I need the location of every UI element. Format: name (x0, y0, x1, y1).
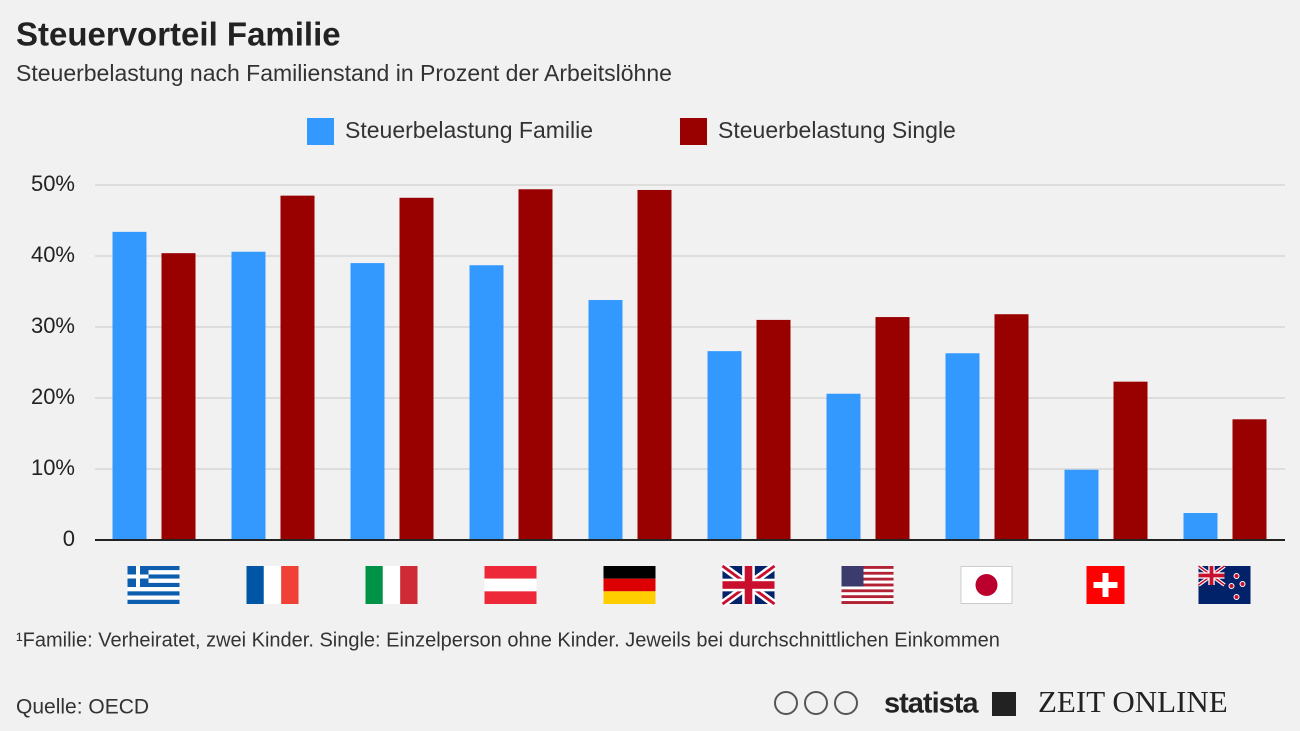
flag-part (127, 574, 180, 579)
y-tick-label: 50% (31, 171, 75, 196)
bar (588, 300, 623, 540)
flag (720, 562, 777, 608)
flag-part (603, 591, 656, 604)
flag-part (841, 601, 894, 604)
y-tick-label: 10% (31, 455, 75, 480)
flag-part (1233, 573, 1240, 579)
cc-icons (774, 691, 858, 715)
footnote: ¹Familie: Verheiratet, zwei Kinder. Sing… (16, 629, 1000, 651)
flag (1086, 566, 1125, 604)
bar (231, 251, 266, 541)
y-tick-label: 20% (31, 384, 75, 409)
flag-part (382, 566, 401, 604)
flag-part (722, 581, 775, 589)
flag-part (841, 571, 894, 575)
source: Quelle: OECD (16, 696, 149, 719)
flag-part (484, 566, 537, 579)
flag-part (841, 574, 894, 578)
bar (112, 231, 147, 541)
flag (127, 566, 180, 604)
bar (1113, 381, 1148, 540)
flag-part (841, 592, 894, 596)
flag-part (975, 574, 998, 596)
statista-logo: statista (884, 688, 979, 720)
flag-part (127, 587, 180, 592)
flag-part (127, 578, 180, 583)
legend-swatch (307, 118, 334, 145)
flag-part (127, 582, 180, 588)
bar (1183, 513, 1218, 540)
flag-part (127, 591, 180, 596)
flag-part (127, 595, 180, 600)
flag (484, 566, 537, 604)
flag-part (127, 599, 180, 604)
flag-part (841, 566, 864, 587)
flag-part (960, 566, 1013, 604)
bar (399, 197, 434, 540)
flag-part (841, 586, 894, 590)
flag-part (841, 580, 894, 584)
legend-label: Steuerbelastung Familie (345, 117, 593, 143)
flag-part (1198, 573, 1225, 578)
flag-part (263, 566, 282, 604)
flag-part (841, 577, 894, 581)
bar (637, 189, 672, 540)
flag (603, 566, 656, 604)
legend-swatch (680, 118, 707, 145)
y-tick-label: 40% (31, 242, 75, 267)
bar (518, 189, 553, 540)
flag-part (841, 598, 894, 602)
chart-title: Steuervorteil Familie (16, 16, 341, 53)
y-tick-label: 0 (63, 526, 75, 551)
bar (280, 195, 315, 540)
flag (1197, 564, 1251, 604)
flag (365, 566, 418, 604)
bar (826, 393, 861, 540)
flag-part (127, 570, 180, 575)
y-tick-label: 30% (31, 313, 75, 338)
bar (945, 353, 980, 540)
flag-part (127, 574, 149, 579)
flag-part (841, 589, 894, 593)
flag (960, 566, 1013, 604)
flag-part (1239, 581, 1246, 587)
bar (875, 317, 910, 540)
zeit-logo: ZEIT ONLINE (1038, 684, 1228, 719)
flag-part (603, 578, 656, 592)
flag (246, 566, 299, 604)
bar (756, 319, 791, 540)
flag-part (484, 578, 537, 592)
flag-part (127, 566, 180, 571)
flag-part (246, 566, 264, 604)
flag (841, 566, 894, 604)
flag-part (1233, 594, 1240, 600)
flag-part (841, 583, 894, 587)
bar (1232, 419, 1267, 540)
flag-part (281, 566, 299, 604)
flag-part (841, 568, 894, 572)
flag-part (484, 591, 537, 604)
bar (469, 265, 504, 540)
bar (161, 253, 196, 540)
chart-subtitle: Steuerbelastung nach Familienstand in Pr… (16, 60, 672, 86)
statista-icon (992, 692, 1016, 716)
bar (707, 351, 742, 540)
flag-part (841, 595, 894, 599)
legend-label: Steuerbelastung Single (718, 117, 956, 143)
flag-canton (1197, 564, 1226, 587)
flag-part (400, 566, 418, 604)
flag-part (603, 566, 656, 579)
bar (350, 263, 385, 540)
flag-part (365, 566, 383, 604)
flag-part (1228, 583, 1235, 589)
bar (1064, 469, 1099, 540)
flag-part (841, 566, 894, 569)
bar (994, 314, 1029, 540)
flag-part (1093, 582, 1118, 588)
